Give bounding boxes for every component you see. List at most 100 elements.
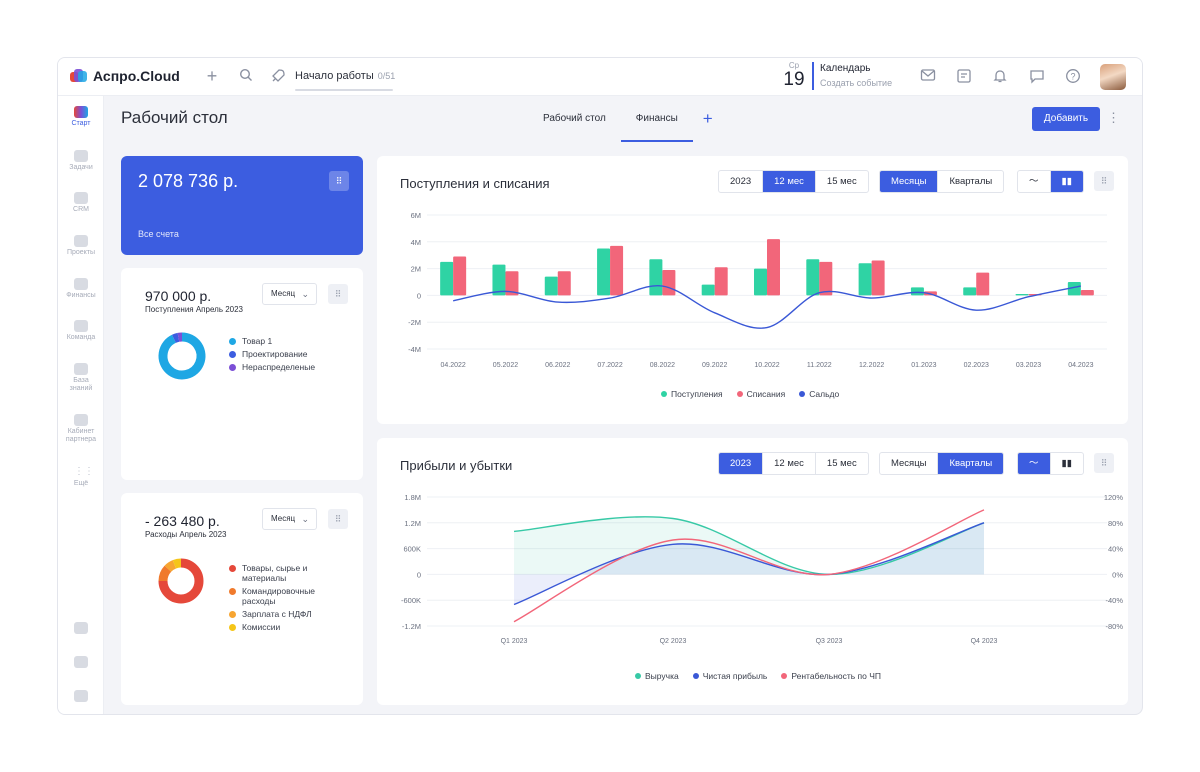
profit-group-quarters[interactable]: Кварталы xyxy=(938,453,1004,474)
tab-finance[interactable]: Финансы xyxy=(620,96,693,142)
mail-icon[interactable] xyxy=(920,68,936,84)
bell-icon[interactable] xyxy=(992,68,1008,84)
donut-slice xyxy=(158,558,204,604)
create-event-link[interactable]: Создать событие xyxy=(820,78,893,88)
more-icon: ⋮⋮ xyxy=(74,466,94,477)
sidebar-item-crm[interactable]: CRM xyxy=(58,192,104,214)
x-tick-label: 06.2022 xyxy=(545,362,570,369)
tab-desktop[interactable]: Рабочий стол xyxy=(543,113,606,124)
sidebar-item-projects[interactable]: Проекты xyxy=(58,235,104,257)
bar xyxy=(871,260,885,296)
bar-chart-icon[interactable]: ▮▮ xyxy=(1061,458,1072,469)
rocket-icon[interactable] xyxy=(270,68,286,84)
sidebar-item-partner[interactable]: Кабинет партнера xyxy=(58,414,104,444)
income-subtitle: Поступления Апрель 2023 xyxy=(145,305,243,314)
y-tick-label: 600K xyxy=(403,545,421,554)
bar xyxy=(505,271,519,296)
legend-dot xyxy=(229,610,236,618)
logo-icon xyxy=(70,69,87,83)
expense-period-select[interactable]: Месяц ⌄ xyxy=(262,508,317,530)
plus-icon[interactable]: + xyxy=(206,66,218,86)
cashflow-period-2023[interactable]: 2023 xyxy=(719,171,764,192)
cashflow-view-switch: 〜 ▮▮ xyxy=(1017,170,1084,193)
sidebar-item-label: Старт xyxy=(71,120,91,127)
bar xyxy=(714,267,728,296)
drag-handle-icon[interactable]: ⠿ xyxy=(328,284,348,304)
sidebar-item-finance[interactable]: Финансы xyxy=(58,278,104,300)
bar xyxy=(544,276,558,296)
cashflow-period-15m[interactable]: 15 мес xyxy=(826,176,857,187)
y2-tick-label: 120% xyxy=(1104,493,1124,502)
legend-label: Чистая прибыль xyxy=(702,671,768,681)
sidebar-item-start[interactable]: Старт xyxy=(58,106,104,128)
chat-icon[interactable] xyxy=(1029,68,1045,84)
profit-group-months[interactable]: Месяцы xyxy=(880,453,939,474)
bar xyxy=(597,248,611,296)
add-tab-button[interactable]: + xyxy=(702,109,713,128)
legend-dot xyxy=(781,673,788,679)
legend-label: Комиссии xyxy=(242,622,281,632)
donut-slice xyxy=(172,558,182,569)
legend-item: Товары, сырье и материалы xyxy=(229,563,324,583)
calendar-date[interactable]: Ср 19 xyxy=(782,61,806,90)
sidebar-item-apps[interactable] xyxy=(58,656,104,668)
legend-label: Рентабельность по ЧП xyxy=(791,671,882,681)
cashflow-group-quarters[interactable]: Кварталы xyxy=(949,176,993,187)
legend-item: Комиссии xyxy=(229,622,324,632)
sidebar-item-knowledge[interactable]: База знаний xyxy=(58,363,104,393)
notes-icon[interactable] xyxy=(956,68,972,84)
line-chart-icon[interactable]: 〜 xyxy=(1018,453,1051,474)
calendar-widget[interactable]: Календарь Создать событие xyxy=(820,63,892,88)
cashflow-period-12m[interactable]: 12 мес xyxy=(763,171,816,192)
x-tick-label: 04.2022 xyxy=(440,362,465,369)
help-icon[interactable]: ? xyxy=(1065,68,1081,84)
cashflow-group-months[interactable]: Месяцы xyxy=(880,171,939,192)
sidebar: Старт Задачи CRM Проекты Финансы Команда… xyxy=(58,96,104,714)
income-period-select[interactable]: Месяц ⌄ xyxy=(262,283,317,305)
profit-period-2023[interactable]: 2023 xyxy=(719,453,764,474)
logo[interactable]: Аспро.Cloud xyxy=(70,68,180,84)
expense-subtitle: Расходы Апрель 2023 xyxy=(145,530,227,539)
x-tick-label: Q1 2023 xyxy=(501,638,528,645)
search-icon[interactable] xyxy=(238,68,254,84)
profit-period-12m[interactable]: 12 мес xyxy=(763,453,816,474)
onboarding-bar xyxy=(295,89,393,91)
legend-item: Товар 1 xyxy=(229,336,315,346)
bar-chart-icon[interactable]: ▮▮ xyxy=(1050,171,1083,192)
sidebar-item-settings[interactable] xyxy=(58,622,104,634)
sidebar-item-more[interactable]: ⋮⋮ Ещё xyxy=(58,466,104,488)
y-tick-label: -4M xyxy=(408,345,421,354)
profit-card: Прибыли и убытки 2023 12 мес 15 мес Меся… xyxy=(377,438,1128,705)
line-chart-icon[interactable]: 〜 xyxy=(1018,171,1051,192)
drag-handle-icon[interactable]: ⠿ xyxy=(329,171,349,191)
add-button[interactable]: Добавить xyxy=(1032,107,1100,131)
onboarding-progress[interactable]: Начало работы 0/51 xyxy=(295,66,395,91)
x-tick-label: Q4 2023 xyxy=(971,638,998,645)
sidebar-item-support[interactable] xyxy=(58,690,104,702)
accounts-label: Все счета xyxy=(138,229,179,239)
cashflow-card: Поступления и списания 2023 12 мес 15 ме… xyxy=(377,156,1128,424)
sidebar-item-team[interactable]: Команда xyxy=(58,320,104,342)
sidebar-item-tasks[interactable]: Задачи xyxy=(58,150,104,172)
expense-amount: - 263 480 р. xyxy=(145,513,220,529)
x-tick-label: 12.2022 xyxy=(859,362,884,369)
drag-handle-icon[interactable]: ⠿ xyxy=(1094,171,1114,191)
accounts-card[interactable]: 2 078 736 р. Все счета ⠿ xyxy=(121,156,363,255)
x-tick-label: 03.2023 xyxy=(1016,362,1041,369)
profit-period-15m[interactable]: 15 мес xyxy=(826,458,857,469)
legend-dot xyxy=(692,673,699,679)
drag-handle-icon[interactable]: ⠿ xyxy=(1094,453,1114,473)
legend-item: Зарплата с НДФЛ xyxy=(229,609,324,619)
y-tick-label: 2M xyxy=(411,265,421,274)
user-avatar[interactable] xyxy=(1100,64,1126,90)
expense-card: - 263 480 р. Расходы Апрель 2023 Месяц ⌄ … xyxy=(121,493,363,705)
x-tick-label: 04.2023 xyxy=(1068,362,1093,369)
calendar-divider xyxy=(812,62,814,90)
bar xyxy=(701,284,715,296)
legend-label: Командировочные расходы xyxy=(242,586,316,606)
more-options-icon[interactable]: ⋮ xyxy=(1107,110,1120,125)
support-icon xyxy=(74,690,88,702)
drag-handle-icon[interactable]: ⠿ xyxy=(328,509,348,529)
legend-dot xyxy=(229,350,236,358)
calendar-title: Календарь xyxy=(820,63,871,74)
